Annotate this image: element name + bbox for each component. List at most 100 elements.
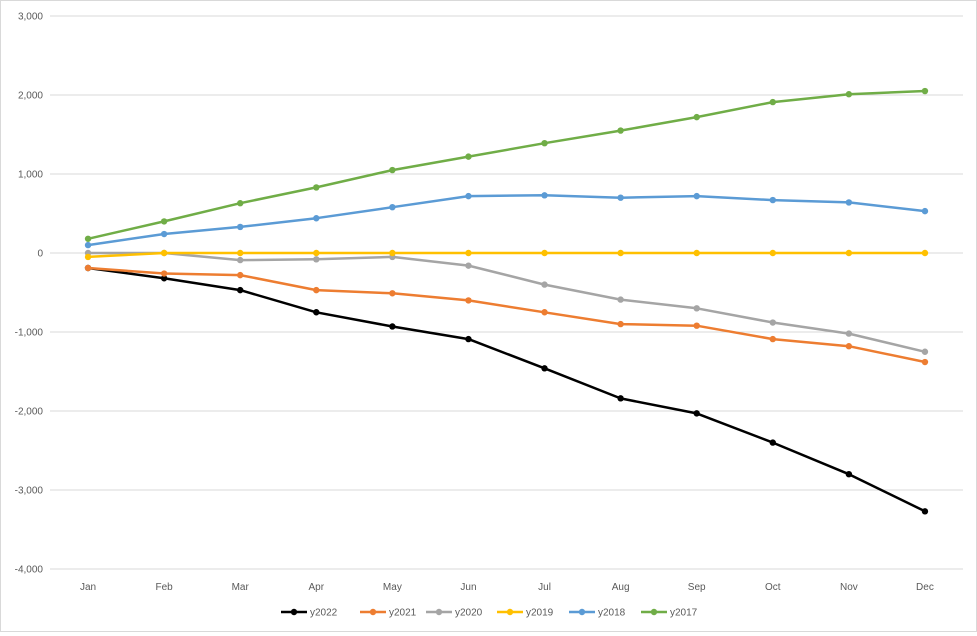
data-point-y2019 [693,249,700,257]
y-tick-label: 0 [37,249,43,260]
data-point-y2020 [617,296,624,303]
data-point-y2018 [541,192,548,199]
x-tick-label: Aug [612,582,630,593]
x-tick-label: Nov [840,582,858,593]
x-tick-label: Dec [916,582,934,593]
data-point-y2018 [921,207,929,215]
legend-marker-y2018 [578,608,586,616]
data-point-y2018 [617,194,624,201]
data-point-y2020 [237,256,244,264]
series-line-y2019 [86,251,927,259]
data-point-y2018 [84,241,92,249]
data-point-y2021 [541,309,548,316]
legend-marker-y2022 [290,608,298,616]
data-point-y2021 [160,270,168,277]
data-point-y2018 [769,196,776,204]
data-point-y2017 [921,87,929,95]
y-tick-label: 3,000 [18,12,43,23]
series-line-y2021 [86,266,927,364]
x-tick-label: Mar [232,582,250,593]
data-point-y2017 [845,91,853,98]
data-point-y2017 [160,218,168,225]
data-point-y2018 [389,203,396,211]
data-point-y2020 [769,319,776,326]
data-point-y2022 [313,309,320,316]
data-point-y2020 [693,305,700,312]
legend-label: y2021 [389,608,417,619]
data-point-y2018 [237,223,244,231]
data-point-y2020 [541,281,548,288]
data-point-y2022 [617,395,624,402]
x-tick-label: Sep [688,582,706,593]
data-point-y2017 [693,113,700,121]
data-point-y2019 [769,249,776,257]
x-tick-label: May [383,582,402,593]
data-point-y2022 [921,508,929,515]
series-line-y2022 [86,266,927,513]
legend-label: y2019 [526,608,554,619]
data-point-y2017 [84,235,92,242]
data-point-y2019 [84,253,92,261]
data-point-y2018 [845,199,853,206]
legend-marker-y2017 [650,608,658,616]
legend-marker-y2020 [435,608,443,616]
data-point-y2021 [845,343,853,350]
legend-label: y2020 [455,608,483,619]
data-point-y2017 [465,153,472,160]
data-point-y2017 [389,166,396,174]
series-line-y2018 [86,194,927,247]
data-point-y2022 [389,323,396,330]
legend-label: y2018 [598,608,626,619]
data-point-y2022 [693,410,700,417]
data-point-y2018 [465,192,472,200]
data-point-y2020 [313,256,320,263]
data-point-y2019 [541,249,548,257]
data-point-y2017 [541,139,548,147]
data-point-y2021 [237,271,244,279]
x-tick-label: Jul [538,582,551,593]
x-tick-label: Apr [309,582,325,593]
data-point-y2019 [160,249,168,257]
data-point-y2022 [845,471,853,478]
legend-label: y2017 [670,608,698,619]
data-point-y2020 [921,348,929,355]
data-point-y2019 [313,249,320,257]
data-point-y2018 [313,215,320,222]
data-point-y2022 [541,365,548,372]
data-point-y2022 [237,286,244,294]
data-point-y2022 [465,335,472,343]
data-point-y2019 [465,249,472,257]
legend-marker-y2019 [506,608,514,616]
data-point-y2021 [84,264,92,272]
x-tick-label: Oct [765,582,781,593]
data-point-y2017 [769,98,776,106]
data-point-y2017 [313,184,320,191]
y-tick-label: 1,000 [18,170,43,181]
y-tick-label: -2,000 [15,407,44,418]
data-point-y2020 [465,262,472,269]
data-point-y2022 [160,275,168,282]
x-tick-label: Feb [156,582,174,593]
y-tick-label: -1,000 [15,328,44,339]
data-point-y2021 [389,290,396,297]
data-point-y2019 [389,249,396,257]
data-point-y2018 [160,230,168,238]
data-point-y2021 [465,297,472,304]
x-tick-label: Jun [460,582,476,593]
data-point-y2019 [617,249,624,257]
data-point-y2021 [769,335,776,343]
data-point-y2017 [237,200,244,207]
data-point-y2021 [921,358,929,366]
data-point-y2021 [617,320,624,328]
data-point-y2021 [693,322,700,329]
series-line-y2017 [86,89,927,241]
legend-label: y2022 [310,608,338,619]
y-tick-label: -3,000 [15,486,44,497]
data-point-y2019 [237,249,244,257]
data-point-y2017 [617,127,624,134]
data-point-y2018 [693,192,700,200]
y-tick-label: 2,000 [18,91,43,102]
data-point-y2021 [313,286,320,294]
